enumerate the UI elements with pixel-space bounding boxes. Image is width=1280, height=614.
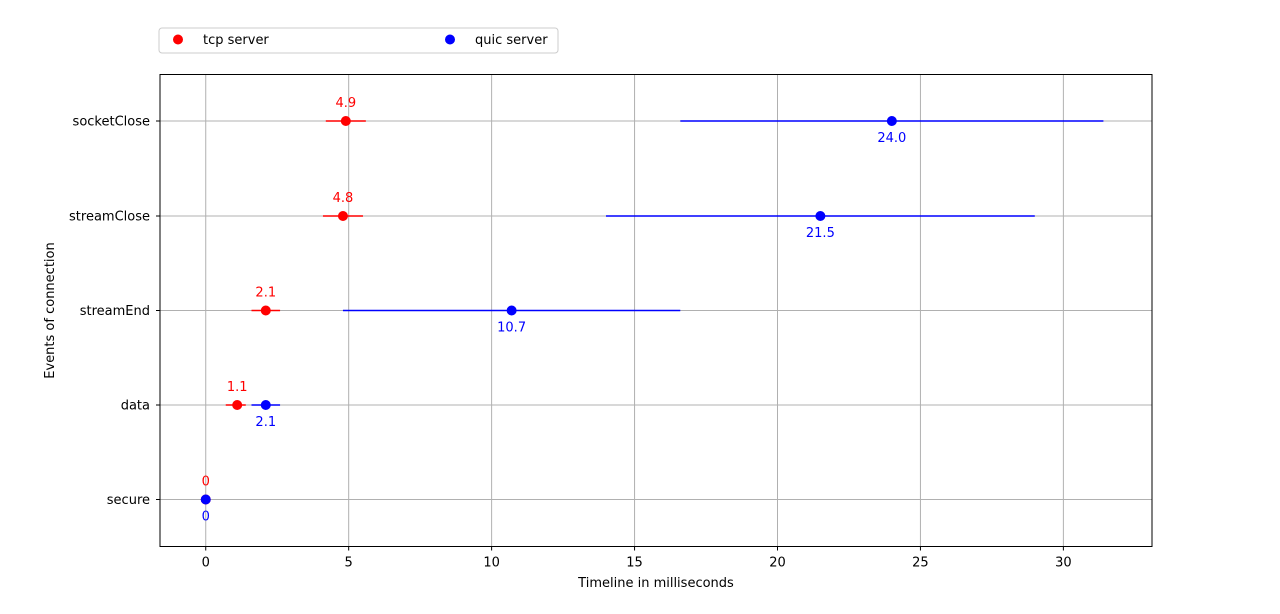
data-label-quic-server-secure: 0 <box>202 510 210 525</box>
data-label-tcp-server-socketclose: 4.9 <box>335 96 356 111</box>
series-layer <box>200 116 1104 505</box>
x-axis-ticks: 0 5 10 15 20 25 30 <box>202 546 1072 571</box>
y-axis-ticks: secure data streamEnd streamClose socketClos… <box>69 115 160 508</box>
x-tick-label-25: 25 <box>912 556 929 571</box>
marker-quic-server-streamend <box>506 305 517 316</box>
y-axis-label: Events of connection <box>43 242 58 378</box>
data-label-quic-server-streamend: 10.7 <box>497 321 526 336</box>
data-label-tcp-server-streamclose: 4.8 <box>333 191 354 206</box>
marker-quic-server-streamclose <box>815 211 826 221</box>
x-tick-label-0: 0 <box>202 556 210 571</box>
legend-marker-tcp-server <box>173 34 183 45</box>
legend-frame <box>158 27 559 54</box>
marker-quic-server-socketclose <box>886 116 897 126</box>
marker-quic-server-secure <box>200 494 211 505</box>
legend: tcp server quic server <box>158 27 559 54</box>
marker-tcp-server-streamend <box>260 305 271 316</box>
x-tick-label-15: 15 <box>626 556 643 571</box>
data-labels: 0 1.1 2.1 4.8 4.9 0 2.1 10.7 21.5 24.0 <box>202 96 907 525</box>
marker-tcp-server-data <box>232 400 243 410</box>
marker-tcp-server-socketclose <box>340 116 351 126</box>
y-tick-label-data: data <box>121 399 150 414</box>
x-tick-label-20: 20 <box>769 556 786 571</box>
series-quic-server <box>200 116 1104 505</box>
legend-marker-quic-server <box>445 34 455 45</box>
legend-label-quic-server: quic server <box>475 33 548 48</box>
x-axis-label: Timeline in milliseconds <box>577 576 734 591</box>
x-tick-label-5: 5 <box>345 556 353 571</box>
data-label-tcp-server-streamend: 2.1 <box>255 286 276 301</box>
y-tick-label-secure: secure <box>107 493 150 508</box>
data-label-quic-server-socketclose: 24.0 <box>877 131 906 146</box>
x-tick-label-30: 30 <box>1055 556 1072 571</box>
marker-quic-server-data <box>260 400 271 410</box>
data-label-quic-server-streamclose: 21.5 <box>806 226 835 241</box>
data-label-quic-server-data: 2.1 <box>255 415 276 430</box>
y-tick-label-socketclose: socketClose <box>73 115 150 130</box>
x-tick-label-10: 10 <box>483 556 500 571</box>
data-label-tcp-server-data: 1.1 <box>227 380 248 395</box>
marker-tcp-server-streamclose <box>337 211 348 221</box>
y-tick-label-streamend: streamEnd <box>80 304 150 319</box>
y-tick-label-streamclose: streamClose <box>69 210 150 225</box>
data-label-tcp-server-secure: 0 <box>202 475 210 490</box>
legend-label-tcp-server: tcp server <box>203 33 269 48</box>
